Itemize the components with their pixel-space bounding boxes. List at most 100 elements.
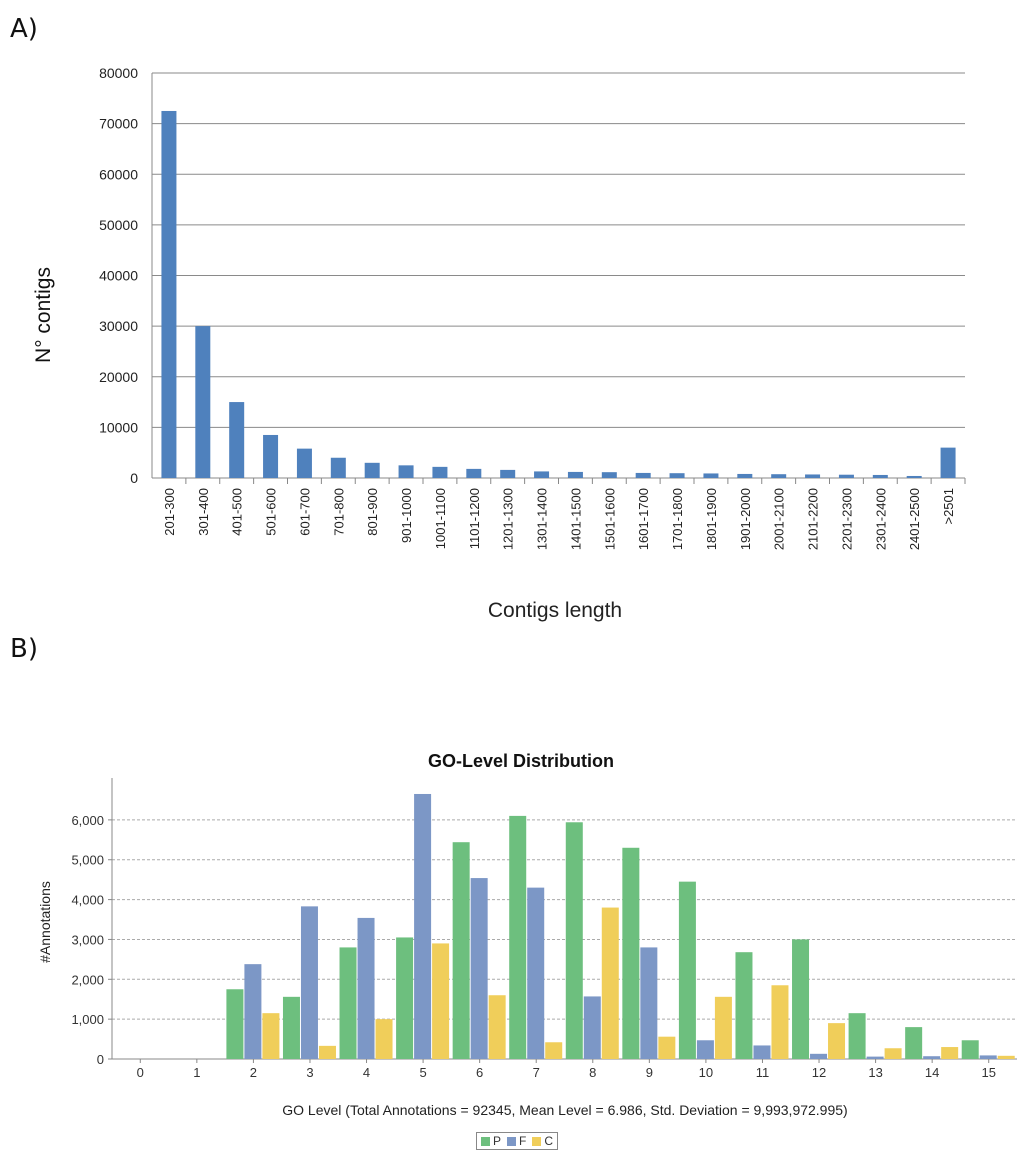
x-tick-label: 201-300: [162, 488, 177, 536]
x-tick-label: 2401-2500: [907, 488, 922, 550]
bar-p: [339, 947, 357, 1059]
y-tick-label: 0: [130, 470, 138, 486]
x-tick-label: 3: [306, 1065, 313, 1080]
bar-c: [941, 1047, 959, 1059]
y-tick-label: 20000: [99, 369, 138, 385]
x-tick-label: 1501-1600: [602, 488, 617, 550]
bar-f: [527, 887, 545, 1059]
legend-item-f: F: [507, 1134, 526, 1148]
y-tick-label: 2,000: [71, 972, 104, 987]
legend-label: F: [519, 1134, 527, 1148]
y-tick-label: 30000: [99, 318, 138, 334]
x-tick-label: 0: [137, 1065, 144, 1080]
y-tick-label: 5,000: [71, 853, 104, 868]
x-tick-label: 15: [981, 1065, 995, 1080]
bar-p: [452, 842, 470, 1059]
bar-f: [583, 996, 601, 1059]
x-tick-label: 11: [756, 1065, 770, 1080]
legend-item-p: P: [481, 1134, 501, 1148]
bar-p: [848, 1013, 866, 1059]
y-tick-label: 60000: [99, 166, 138, 182]
legend-swatch: [532, 1136, 542, 1146]
panel-label-b: B): [10, 634, 38, 664]
bar: [161, 110, 177, 478]
bar: [805, 474, 821, 478]
x-tick-label: 2201-2300: [839, 488, 854, 550]
bar: [601, 472, 617, 478]
bar: [364, 462, 380, 478]
bar: [940, 447, 956, 478]
bar-c: [432, 943, 450, 1059]
bar: [838, 474, 854, 478]
x-tick-label: 9: [646, 1065, 653, 1080]
y-tick-label: 6,000: [71, 813, 104, 828]
x-tick-label: 1301-1400: [535, 488, 550, 550]
bar-p: [905, 1027, 923, 1059]
bar-c: [375, 1019, 393, 1059]
bar-f: [866, 1056, 884, 1059]
bar: [567, 471, 583, 478]
bar: [466, 468, 482, 478]
y-tick-label: 4,000: [71, 893, 104, 908]
x-tick-label: 1: [193, 1065, 200, 1080]
bar-p: [622, 847, 640, 1059]
bar-p: [961, 1040, 979, 1059]
legend-swatch: [481, 1136, 490, 1146]
x-tick-label: 2001-2100: [772, 488, 787, 550]
bar-p: [565, 822, 583, 1059]
x-tick-label: 1701-1800: [670, 488, 685, 550]
x-tick-label: 2: [250, 1065, 257, 1080]
bar: [669, 473, 685, 478]
x-tick-label: 1101-1200: [467, 488, 482, 549]
bar-f: [300, 906, 318, 1059]
bar-c: [884, 1048, 902, 1059]
x-tick-label: 501-600: [264, 488, 279, 536]
bar-p: [226, 989, 244, 1059]
y-tick-label: 80000: [99, 65, 138, 81]
y-tick-label: 40000: [99, 268, 138, 284]
bar-f: [810, 1053, 828, 1059]
bar: [263, 434, 279, 478]
legend-label: P: [493, 1134, 502, 1148]
legend-item-c: C: [532, 1134, 553, 1148]
bar: [296, 448, 312, 478]
bar: [500, 469, 516, 478]
bar: [432, 466, 448, 478]
bar-f: [696, 1040, 714, 1059]
x-tick-label: 801-900: [365, 488, 380, 536]
x-tick-label: >2501: [941, 488, 956, 525]
x-tick-label: 5: [419, 1065, 426, 1080]
y-tick-label: 0: [97, 1052, 104, 1067]
chart-title: GO-Level Distribution: [428, 751, 614, 771]
bar-c: [658, 1036, 676, 1059]
bar-c: [488, 995, 506, 1059]
y-axis-title: N° contigs: [32, 267, 55, 363]
x-tick-label: 8: [589, 1065, 596, 1080]
bar: [635, 472, 651, 478]
bar-f: [414, 793, 432, 1059]
x-tick-label: 6: [476, 1065, 483, 1080]
bar: [195, 326, 211, 478]
y-tick-label: 70000: [99, 116, 138, 132]
x-tick-label: 301-400: [196, 488, 211, 536]
bar-p: [282, 996, 300, 1059]
contigs-length-chart: 0 10000 20000 30000 40000 50000 60000 70000 8000…: [32, 65, 966, 622]
y-axis-title: #Annotations: [37, 881, 53, 963]
x-axis-title: GO Level (Total Annotations = 92345, Mea…: [282, 1102, 847, 1118]
legend-swatch: [507, 1136, 517, 1146]
x-tick-label: 12: [812, 1065, 826, 1080]
y-tick-label: 1,000: [71, 1012, 104, 1027]
bar-f: [470, 878, 488, 1059]
bar: [398, 465, 414, 478]
bar-c: [771, 985, 789, 1059]
bar-p: [509, 815, 527, 1059]
x-tick-label: 7: [533, 1065, 540, 1080]
bar: [737, 473, 753, 478]
bar-c: [262, 1013, 280, 1059]
bar-f: [640, 947, 658, 1059]
y-tick-label: 10000: [99, 419, 138, 435]
legend-label: C: [544, 1134, 554, 1148]
x-tick-label: 1901-2000: [738, 488, 753, 550]
bar: [703, 473, 719, 478]
